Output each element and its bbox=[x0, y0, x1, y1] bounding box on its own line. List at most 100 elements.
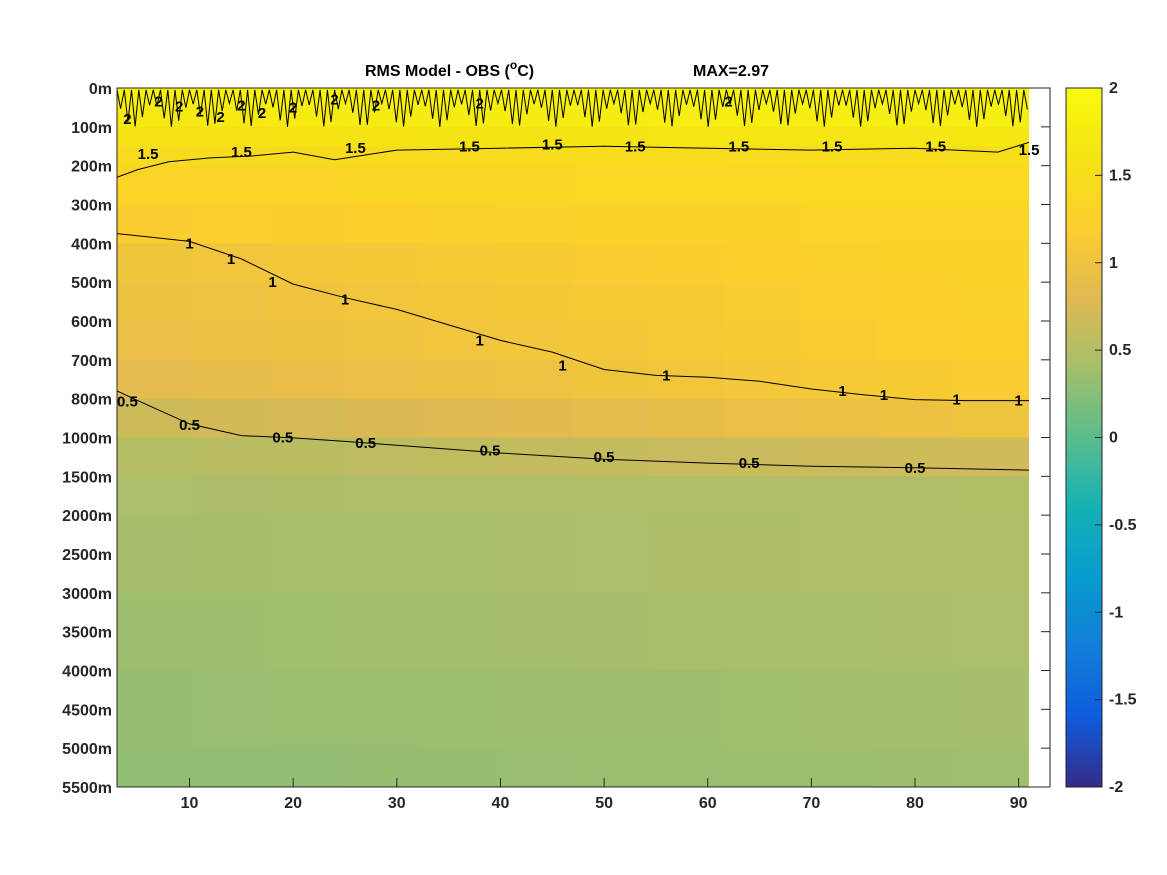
heatmap-cell bbox=[193, 592, 270, 672]
heatmap-cell bbox=[953, 592, 1029, 672]
heatmap-cell bbox=[649, 146, 726, 167]
contour-label: 2 bbox=[123, 111, 131, 128]
heatmap-cell bbox=[117, 243, 194, 284]
y-tick-label: 200m bbox=[71, 159, 112, 176]
chart-max-label: MAX=2.97 bbox=[693, 63, 769, 80]
heatmap-cell bbox=[725, 476, 802, 517]
heatmap-cell bbox=[649, 243, 726, 284]
heatmap-cell bbox=[421, 437, 498, 478]
heatmap-cell bbox=[117, 592, 194, 672]
heatmap-cell bbox=[269, 748, 346, 787]
heatmap-cell bbox=[725, 165, 802, 206]
heatmap-cell bbox=[649, 437, 726, 478]
contour-label: 2 bbox=[175, 99, 183, 116]
heatmap-cell bbox=[649, 204, 726, 245]
heatmap-cell bbox=[345, 165, 422, 206]
heatmap-cell bbox=[725, 204, 802, 245]
heatmap-cell bbox=[345, 243, 422, 284]
contour-label: 1 bbox=[662, 367, 670, 384]
heatmap-cell bbox=[421, 515, 498, 594]
heatmap-cell bbox=[345, 670, 422, 750]
heatmap-cell bbox=[801, 398, 878, 439]
heatmap-cell bbox=[801, 126, 878, 148]
heatmap-cell bbox=[497, 437, 574, 478]
heatmap-cell bbox=[573, 282, 650, 322]
heatmap-cell bbox=[877, 515, 954, 594]
colorbar-tick-label: 0.5 bbox=[1109, 342, 1131, 359]
heatmap-cell bbox=[193, 204, 270, 245]
contour-label: 1 bbox=[476, 332, 484, 349]
y-tick-label: 300m bbox=[71, 198, 112, 215]
x-tick-label: 50 bbox=[595, 795, 613, 812]
heatmap-cell bbox=[649, 321, 726, 361]
heatmap-cell bbox=[193, 282, 270, 322]
y-tick-label: 4000m bbox=[62, 664, 112, 681]
contour-label: 1.5 bbox=[925, 138, 946, 155]
contour-label: 1.5 bbox=[1019, 142, 1040, 159]
heatmap-cell bbox=[649, 282, 726, 322]
heatmap-cell bbox=[573, 398, 650, 439]
heatmap-cell bbox=[801, 359, 878, 400]
x-tick-label: 70 bbox=[802, 795, 820, 812]
heatmap-cell bbox=[649, 359, 726, 400]
x-axis: 10 20 30 40 50 60 70 80 90 bbox=[181, 778, 1028, 812]
colorbar-tick-label: 1 bbox=[1109, 255, 1118, 272]
colorbar-tick-label: 0 bbox=[1109, 430, 1118, 447]
contour-label: 2 bbox=[372, 98, 380, 115]
heatmap-cell bbox=[953, 515, 1029, 594]
heatmap-cell bbox=[725, 748, 802, 787]
heatmap-cell bbox=[801, 321, 878, 361]
contour-line-2 bbox=[117, 89, 1028, 127]
heatmap-cell bbox=[801, 146, 878, 167]
x-tick-label: 40 bbox=[492, 795, 510, 812]
heatmap-cell bbox=[421, 592, 498, 672]
contour-label: 0.5 bbox=[179, 417, 200, 434]
heatmap-cell bbox=[877, 476, 954, 517]
contour-label: 1.5 bbox=[542, 136, 563, 153]
heatmap-cell bbox=[649, 126, 726, 148]
y-tick-label: 700m bbox=[71, 353, 112, 370]
heatmap-cell bbox=[725, 321, 802, 361]
x-tick-label: 80 bbox=[906, 795, 924, 812]
colorbar-tick-label: 2 bbox=[1109, 80, 1118, 97]
heatmap-cell bbox=[497, 126, 574, 148]
heatmap-cell bbox=[269, 282, 346, 322]
heatmap-cell bbox=[801, 243, 878, 284]
contour-label: 2 bbox=[216, 109, 224, 126]
heatmap-cell bbox=[953, 476, 1029, 517]
heatmap-cell bbox=[269, 321, 346, 361]
heatmap-cell bbox=[421, 321, 498, 361]
heatmap-cell bbox=[953, 398, 1029, 439]
heatmap-cell bbox=[801, 282, 878, 322]
heatmap-cell bbox=[497, 282, 574, 322]
contour-label: 1 bbox=[268, 274, 276, 291]
heatmap-cell bbox=[117, 398, 194, 439]
contour-label: 1.5 bbox=[728, 138, 749, 155]
heatmap-cell bbox=[649, 592, 726, 672]
heatmap-cell bbox=[269, 126, 346, 148]
heatmap-cell bbox=[497, 243, 574, 284]
colorbar-tick-label: -2 bbox=[1109, 779, 1123, 796]
heatmap-cell bbox=[725, 437, 802, 478]
contour-label: 1 bbox=[227, 251, 235, 268]
heatmap-cell bbox=[877, 165, 954, 206]
heatmap-cell bbox=[649, 748, 726, 787]
y-tick-label: 4500m bbox=[62, 702, 112, 719]
y-axis: 0m 100m 200m 300m 400m 500m 600m 700m 800m 1000m 1… bbox=[62, 81, 1050, 797]
y-tick-label: 5500m bbox=[62, 780, 112, 797]
contour-label: 1 bbox=[558, 358, 566, 375]
heatmap-cell bbox=[877, 146, 954, 167]
heatmap-cell bbox=[269, 592, 346, 672]
heatmap-cell bbox=[877, 398, 954, 439]
heatmap-cell bbox=[573, 437, 650, 478]
contour-label: 2 bbox=[724, 94, 732, 111]
contour-label: 1.5 bbox=[459, 138, 480, 155]
contour-label: 2 bbox=[330, 92, 338, 109]
heatmap-cell bbox=[421, 146, 498, 167]
y-tick-label: 100m bbox=[71, 120, 112, 137]
heatmap-cell bbox=[345, 146, 422, 167]
heatmap-cell bbox=[877, 243, 954, 284]
heatmap-cell bbox=[725, 126, 802, 148]
heatmap-cell bbox=[573, 243, 650, 284]
contour-label: 1 bbox=[838, 383, 846, 400]
